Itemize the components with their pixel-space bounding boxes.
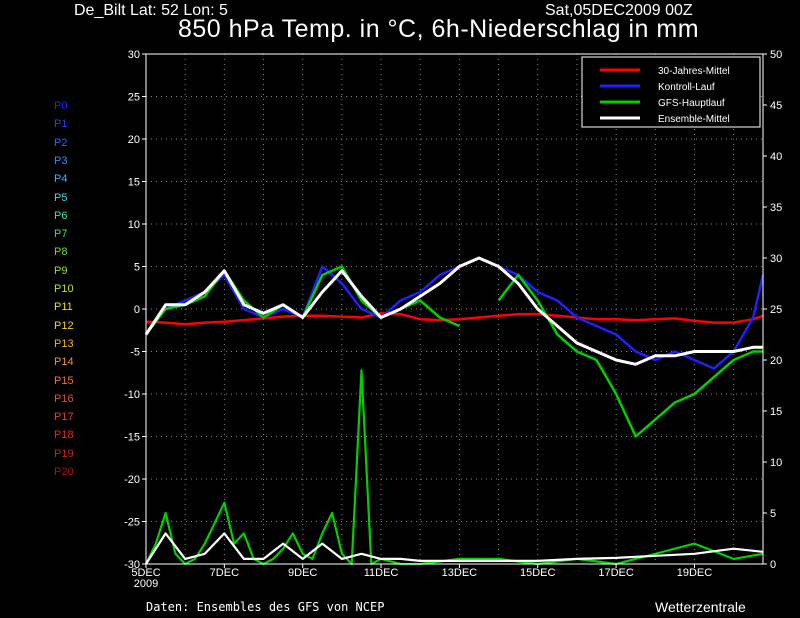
precip-line-gfs-hauptlauf bbox=[145, 369, 764, 566]
member-label-p10: P10 bbox=[54, 283, 74, 295]
brand-label: Wetterzentrale bbox=[655, 599, 746, 615]
legend-label: 30-Jahres-Mittel bbox=[658, 66, 730, 77]
member-label-p16: P16 bbox=[54, 392, 74, 405]
y-tick-label-left: -30 bbox=[124, 559, 140, 571]
member-label-p6: P6 bbox=[54, 209, 68, 222]
y-tick-label-right: 0 bbox=[770, 559, 776, 571]
member-label-p17: P17 bbox=[54, 411, 74, 424]
member-label-p19: P19 bbox=[54, 447, 74, 460]
y-tick-label-left: 10 bbox=[128, 219, 140, 231]
member-label-p9: P9 bbox=[54, 264, 68, 277]
x-tick-label: 9DEC bbox=[288, 567, 317, 579]
member-label-p1: P1 bbox=[54, 118, 68, 131]
y-tick-label-right: 40 bbox=[770, 151, 782, 163]
y-tick-label-right: 25 bbox=[770, 304, 782, 316]
member-label-p4: P4 bbox=[54, 173, 68, 186]
y-tick-label-left: 30 bbox=[128, 49, 140, 61]
member-label-p0: P0 bbox=[54, 100, 68, 112]
grid-lines bbox=[146, 54, 763, 564]
member-label-p18: P18 bbox=[54, 429, 74, 442]
temp-line-kontroll-lauf bbox=[145, 256, 765, 370]
member-label-p11: P11 bbox=[54, 301, 73, 314]
x-tick-label: 2009 bbox=[134, 578, 158, 590]
member-label-p20: P20 bbox=[54, 466, 74, 478]
y-tick-label-left: -10 bbox=[124, 389, 140, 401]
member-label-p3: P3 bbox=[54, 154, 68, 167]
member-label-p13: P13 bbox=[54, 337, 74, 350]
y-tick-label-left: -20 bbox=[124, 474, 140, 486]
series-lines bbox=[144, 256, 765, 566]
data-credit: Daten: Ensembles des GFS von NCEP bbox=[146, 600, 385, 614]
temp-line-30-jahres-mittel bbox=[145, 312, 764, 326]
y-tick-label-left: 5 bbox=[134, 262, 140, 274]
y-tick-label-right: 10 bbox=[770, 457, 782, 469]
legend-label: Kontroll-Lauf bbox=[658, 82, 715, 93]
legend-label: GFS-Hauptlauf bbox=[658, 98, 725, 109]
precip-line-ensemble-mittel bbox=[145, 532, 764, 565]
y-tick-label-left: 15 bbox=[128, 177, 140, 189]
member-label-p5: P5 bbox=[54, 191, 68, 204]
y-tick-label-left: -5 bbox=[130, 347, 140, 359]
y-tick-label-right: 30 bbox=[770, 253, 782, 265]
x-tick-label: 7DEC bbox=[210, 567, 239, 579]
y-tick-label-right: 15 bbox=[770, 406, 782, 418]
member-label-p7: P7 bbox=[54, 228, 68, 241]
plot-frame bbox=[145, 53, 764, 565]
y-tick-label-left: -25 bbox=[124, 517, 140, 529]
y-tick-label-left: 20 bbox=[128, 134, 140, 146]
legend-label: Ensemble-Mittel bbox=[658, 114, 730, 125]
y-tick-label-left: -15 bbox=[124, 432, 140, 444]
y-tick-label-right: 45 bbox=[770, 100, 782, 112]
x-tick-label: 13DEC bbox=[442, 567, 478, 579]
member-label-p8: P8 bbox=[54, 246, 68, 259]
legend: 30-Jahres-Mittel Kontroll-Lauf GFS-Hauptla… bbox=[581, 56, 761, 128]
temp-line-gfs-hauptlauf bbox=[145, 265, 763, 438]
y-tick-label-right: 50 bbox=[770, 49, 782, 61]
location-label: De_Bilt Lat: 52 Lon: 5 bbox=[74, 2, 228, 19]
x-tick-label: 17DEC bbox=[598, 567, 634, 579]
temp-line-ensemble-mittel bbox=[144, 256, 763, 366]
member-label-p15: P15 bbox=[54, 374, 74, 387]
y-tick-label-right: 35 bbox=[770, 202, 782, 214]
y-tick-label-right: 20 bbox=[770, 355, 782, 367]
y-tick-label-right: 5 bbox=[770, 508, 776, 520]
member-label-p2: P2 bbox=[54, 136, 68, 149]
x-tick-label: 15DEC bbox=[520, 567, 556, 579]
y-tick-label-left: 0 bbox=[134, 304, 140, 316]
x-tick-label: 11DEC bbox=[364, 567, 399, 579]
axis-ticks: 302520151050-5-10-15-20-25-3050454035302… bbox=[124, 49, 782, 590]
member-label-p14: P14 bbox=[54, 356, 74, 369]
chart-title: 850 hPa Temp. in °C, 6h-Niederschlag in … bbox=[178, 15, 700, 43]
y-tick-label-left: 25 bbox=[128, 92, 140, 104]
x-tick-label: 5DEC bbox=[131, 567, 160, 579]
run-date-label: Sat,05DEC2009 00Z bbox=[545, 2, 693, 19]
member-label-p12: P12 bbox=[54, 319, 74, 332]
x-tick-label: 19DEC bbox=[677, 567, 713, 579]
